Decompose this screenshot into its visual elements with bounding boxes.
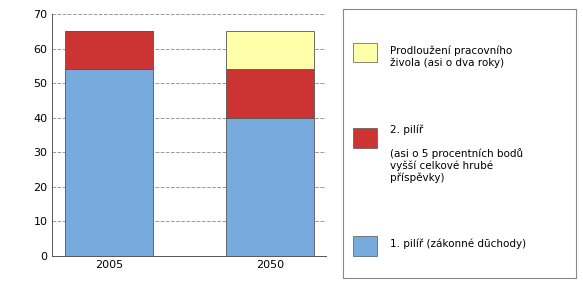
Text: Prodloužení pracovního
živola (asi o dva roky): Prodloužení pracovního živola (asi o dva… [389, 45, 512, 68]
FancyBboxPatch shape [353, 43, 377, 62]
Text: (asi o 5 procentních bodů
vyšší celkové hrubé
příspěvky): (asi o 5 procentních bodů vyšší celkové … [389, 148, 523, 183]
Text: 2. pilíř: 2. pilíř [389, 125, 423, 135]
Bar [226, 32, 314, 69]
FancyBboxPatch shape [353, 236, 377, 256]
Bar [65, 32, 153, 69]
Bar [226, 69, 314, 118]
Bar [226, 118, 314, 256]
Text: 1. pilíř (zákonné dūchody): 1. pilíř (zákonné dūchody) [389, 239, 526, 249]
Bar [65, 69, 153, 256]
FancyBboxPatch shape [353, 128, 377, 148]
